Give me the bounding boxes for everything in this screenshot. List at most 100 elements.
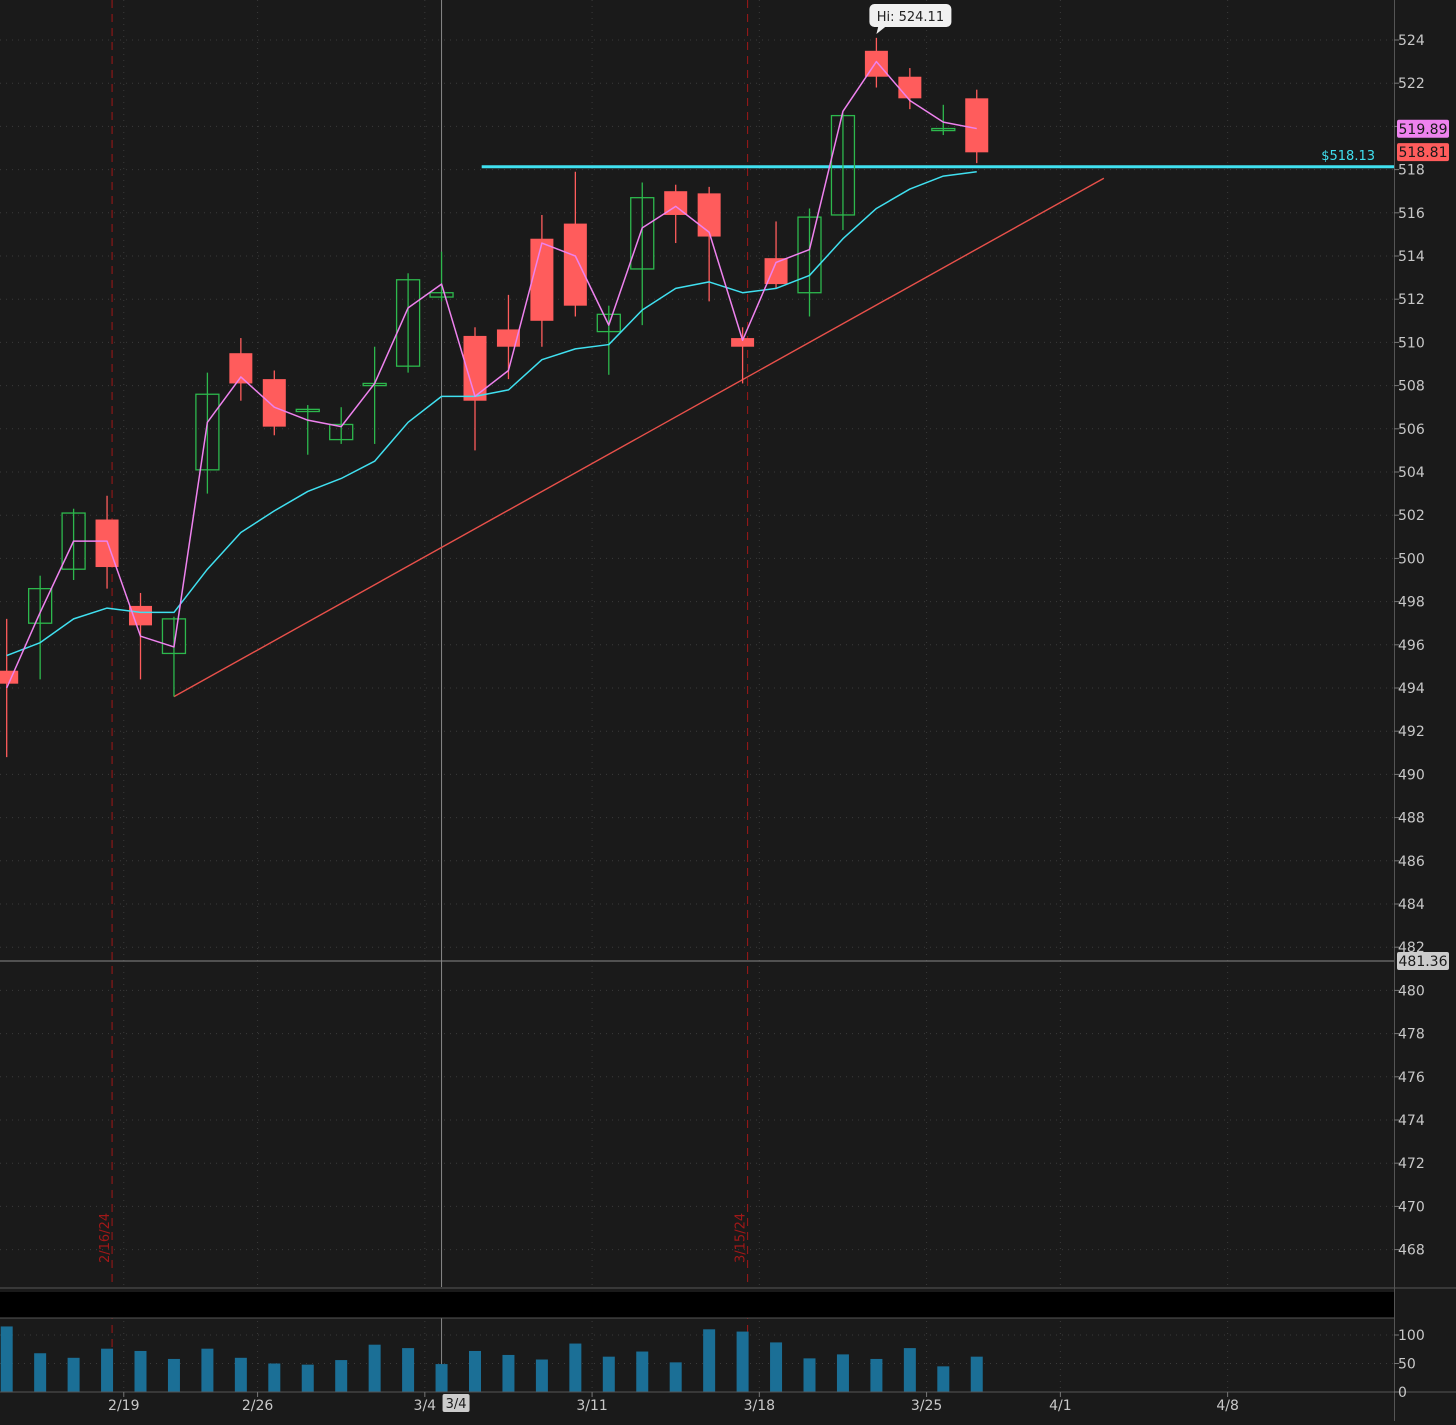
trendlines[interactable]: $518.13 xyxy=(173,149,1394,698)
candle[interactable] xyxy=(229,338,253,401)
volume-bar xyxy=(34,1353,47,1392)
candle-body-up xyxy=(295,408,320,413)
volume-pane[interactable] xyxy=(0,1326,983,1392)
candle[interactable] xyxy=(0,618,19,758)
candle[interactable] xyxy=(295,405,320,455)
candle[interactable] xyxy=(630,182,655,326)
candle[interactable] xyxy=(395,273,421,373)
candle[interactable] xyxy=(731,327,755,384)
moving-averages xyxy=(6,60,977,689)
volume-bar xyxy=(569,1343,582,1392)
volume-bar xyxy=(703,1329,716,1392)
price-tick-label: 480 xyxy=(1398,983,1425,999)
volume-bar xyxy=(301,1364,314,1392)
price-tick-label: 490 xyxy=(1398,767,1425,783)
volume-bar xyxy=(535,1359,548,1392)
candle[interactable] xyxy=(965,89,989,164)
candle[interactable] xyxy=(898,68,922,110)
candle-body-up xyxy=(161,618,187,655)
candle-body-up xyxy=(395,279,421,367)
price-tick-label: 510 xyxy=(1398,335,1425,351)
candle-body-up xyxy=(830,114,856,216)
candle-body-down xyxy=(563,223,587,306)
price-tick-label: 524 xyxy=(1398,33,1425,49)
grid-layer xyxy=(0,0,1394,1393)
price-tick-label: 512 xyxy=(1398,292,1425,308)
candle[interactable] xyxy=(530,214,554,347)
candle[interactable] xyxy=(496,294,520,380)
candle[interactable] xyxy=(262,370,286,436)
candle-body-up xyxy=(931,127,956,132)
volume-bar xyxy=(402,1348,415,1392)
candle[interactable] xyxy=(27,575,53,680)
price-tick-label: 492 xyxy=(1398,724,1425,740)
price-tick-label: 500 xyxy=(1398,551,1425,567)
price-tick-label: 472 xyxy=(1398,1156,1425,1172)
high-label-text: Hi: 524.11 xyxy=(877,10,944,25)
candle-body-down xyxy=(129,605,152,626)
high-annotation: Hi: 524.11 xyxy=(869,4,952,34)
volume-bar xyxy=(870,1358,883,1392)
price-tick-label: 498 xyxy=(1398,595,1425,611)
price-tick-label: 474 xyxy=(1398,1113,1425,1129)
crosshair-cursor xyxy=(0,0,1394,1392)
volume-bar xyxy=(770,1342,783,1392)
volume-bar xyxy=(469,1350,481,1392)
volume-bar xyxy=(67,1357,80,1392)
price-tick-label: 506 xyxy=(1398,422,1425,438)
candle[interactable] xyxy=(664,184,688,244)
candle-body-up xyxy=(596,313,621,333)
last-price-badge-box xyxy=(1397,143,1449,162)
x-tick-label: 3/11 xyxy=(576,1398,607,1414)
candle[interactable] xyxy=(463,327,487,451)
ema-value-badge: 519.89 xyxy=(1397,119,1449,138)
volume-tick-label: 0 xyxy=(1398,1385,1407,1401)
candle[interactable] xyxy=(161,616,187,697)
candle[interactable] xyxy=(362,346,387,444)
candle-body-down xyxy=(463,335,487,401)
volume-bar xyxy=(368,1344,381,1392)
candle[interactable] xyxy=(931,104,956,136)
candle[interactable] xyxy=(596,305,621,375)
volume-bar xyxy=(970,1356,983,1392)
cursor-price-badge-box xyxy=(1397,952,1449,971)
x-tick-label: 4/8 xyxy=(1216,1398,1239,1414)
volume-bar xyxy=(435,1364,448,1392)
price-tick-label: 516 xyxy=(1398,206,1425,222)
resistance-label: $518.13 xyxy=(1321,149,1375,164)
ema-slow-line xyxy=(6,171,977,657)
volume-bar xyxy=(335,1360,348,1392)
volume-bar xyxy=(502,1354,515,1392)
candle[interactable] xyxy=(797,208,822,317)
x-tick-label: 2/26 xyxy=(242,1398,274,1414)
x-tick-label: 3/18 xyxy=(744,1398,775,1414)
candle-body-up xyxy=(429,292,454,298)
volume-bar xyxy=(167,1358,180,1392)
candle-body-down xyxy=(965,98,989,153)
candle[interactable] xyxy=(830,113,856,231)
ema-value-badge-text: 519.89 xyxy=(1399,122,1448,138)
candle-body-down xyxy=(731,338,755,347)
volume-bar xyxy=(836,1354,849,1392)
x-tick-label: 3/25 xyxy=(911,1398,942,1414)
candle[interactable] xyxy=(195,372,220,494)
cursor-date-badge: 3/4 xyxy=(442,1394,470,1412)
candle[interactable] xyxy=(429,251,454,302)
price-tick-label: 518 xyxy=(1398,163,1425,179)
price-tick-label: 496 xyxy=(1398,638,1425,654)
volume-tick-label: 100 xyxy=(1398,1328,1425,1344)
candles[interactable] xyxy=(0,37,989,758)
cursor-date-text: 3/4 xyxy=(446,1397,467,1412)
candle[interactable] xyxy=(61,508,86,580)
price-tick-label: 502 xyxy=(1398,508,1425,524)
volume-tick-label: 50 xyxy=(1398,1357,1416,1373)
price-tick-label: 476 xyxy=(1398,1070,1425,1086)
candle[interactable] xyxy=(563,171,587,317)
candle-body-down xyxy=(229,353,253,384)
x-tick-label: 3/4 xyxy=(414,1398,437,1414)
candle-body-up xyxy=(630,197,655,270)
cursor-price-badge: 481.36 xyxy=(1397,952,1449,971)
candle[interactable] xyxy=(764,221,788,289)
